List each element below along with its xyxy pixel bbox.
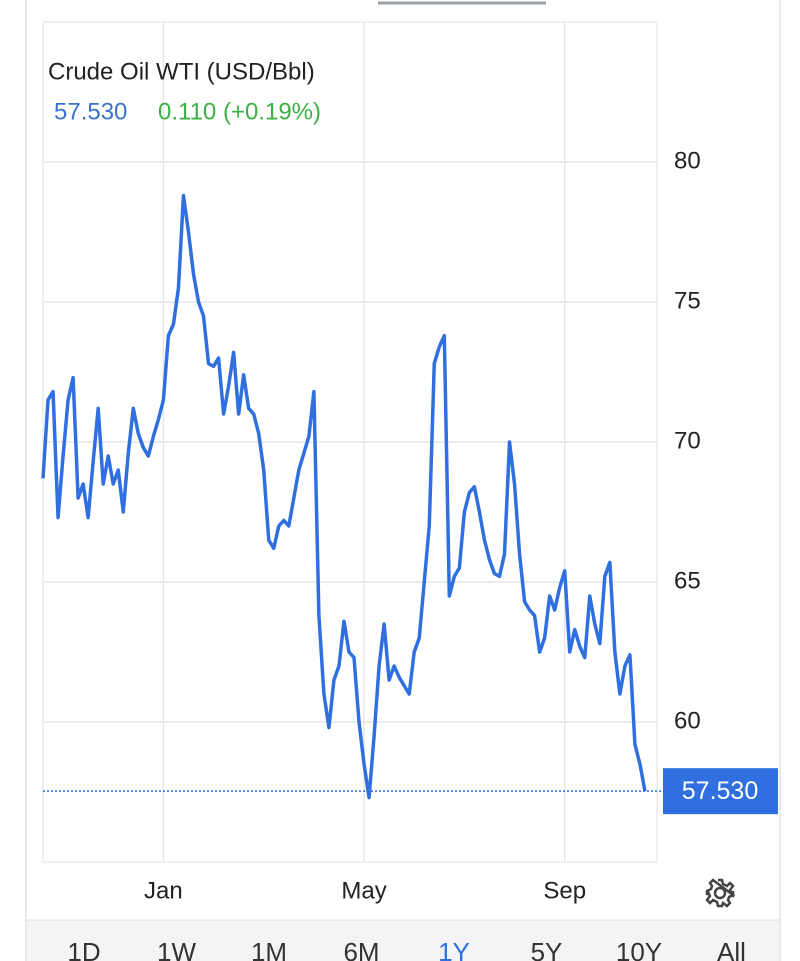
price-line <box>41 193 647 800</box>
range-button[interactable]: 6M <box>343 937 379 961</box>
x-tick-label: May <box>341 877 386 904</box>
range-bar <box>25 919 781 961</box>
plot-area <box>41 21 778 863</box>
chart-title: Crude Oil WTI (USD/Bbl) <box>48 58 315 85</box>
y-tick-label: 60 <box>674 707 701 734</box>
y-tick-label: 70 <box>674 427 701 454</box>
last-price-badge <box>663 768 778 815</box>
last-price-label: 57.530 <box>682 777 758 805</box>
range-buttons: 1D 1W 1M 6M 1Y 5Y 10Y All <box>67 937 746 961</box>
price-change: 0.110 (+0.19%) <box>158 98 321 125</box>
range-button[interactable]: 1M <box>251 937 287 961</box>
last-price: 57.530 <box>54 98 127 125</box>
range-button[interactable]: 1D <box>67 937 100 961</box>
range-button[interactable]: 1W <box>157 937 196 961</box>
range-button[interactable]: 5Y <box>531 937 563 961</box>
y-tick-label: 75 <box>674 287 701 314</box>
y-tick-label: 65 <box>674 567 701 594</box>
range-button[interactable]: 10Y <box>616 937 662 961</box>
range-button[interactable]: 1Y <box>438 937 470 961</box>
x-tick-label: Jan <box>144 877 183 904</box>
x-tick-label: Sep <box>543 877 586 904</box>
y-tick-label: 80 <box>674 147 701 174</box>
range-button[interactable]: All <box>717 937 746 961</box>
settings-icon[interactable] <box>705 878 736 908</box>
